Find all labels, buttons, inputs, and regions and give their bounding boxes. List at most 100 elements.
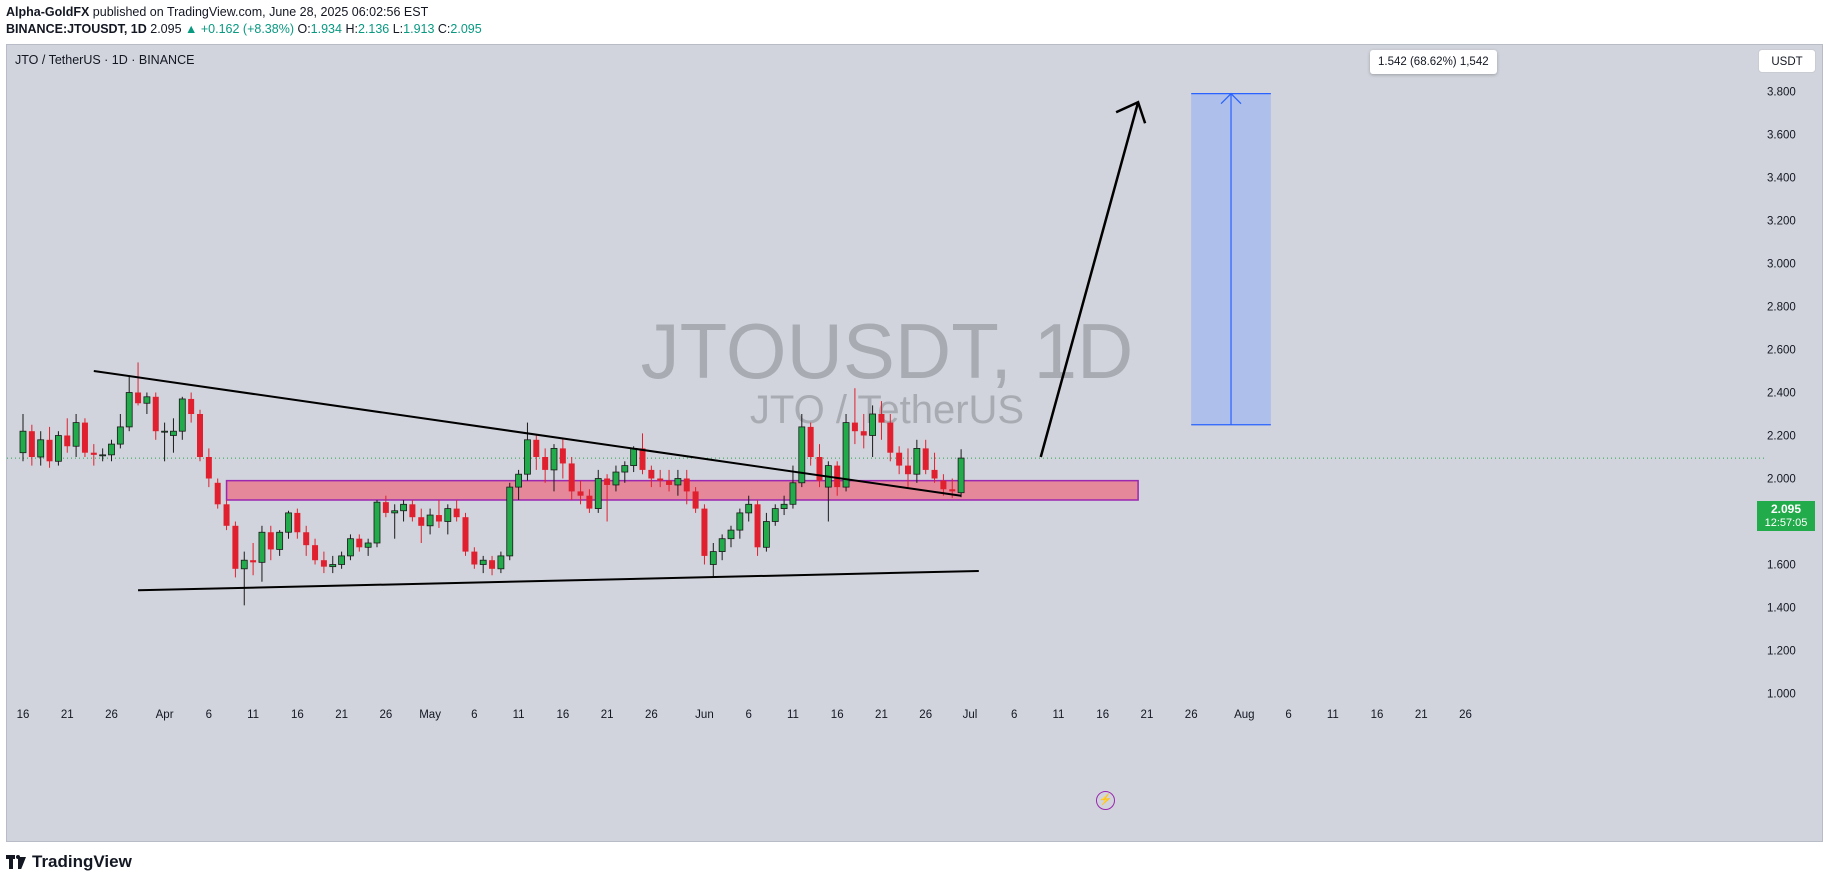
candle-up <box>798 426 806 484</box>
open-label: O: <box>297 22 311 36</box>
candle-up <box>125 392 133 428</box>
x-tick-label: 21 <box>335 709 348 721</box>
x-tick-label: 26 <box>919 709 932 721</box>
x-tick-label: 21 <box>61 709 74 721</box>
last-price: 2.095 <box>150 22 182 36</box>
x-tick-label: 11 <box>513 709 525 721</box>
y-tick-label: 3.400 <box>1767 173 1796 185</box>
x-tick-label: May <box>419 709 441 721</box>
publisher-name[interactable]: Alpha-GoldFX <box>6 5 90 19</box>
candle-up <box>170 430 177 436</box>
candle-down <box>834 465 841 488</box>
projection-arrow-line <box>1039 101 1140 458</box>
candle-up <box>524 439 531 475</box>
candle-up <box>161 430 169 433</box>
candle-down <box>135 392 142 404</box>
x-tick-label: 16 <box>1371 709 1384 721</box>
price-change: ▲ +0.162 (+8.38%) <box>185 22 294 36</box>
candle-down <box>152 396 159 432</box>
candle-down <box>896 452 903 466</box>
measure-label[interactable]: 1.542 (68.62%) 1,542 <box>1370 50 1497 74</box>
y-tick-label: 3.200 <box>1767 216 1796 228</box>
candle-up <box>789 482 797 505</box>
candle-down <box>250 560 257 563</box>
tradingview-brand[interactable]: TradingView <box>6 852 132 872</box>
x-tick-label: 6 <box>206 709 212 721</box>
x-tick-label: 6 <box>1011 709 1017 721</box>
candle-down <box>542 457 549 470</box>
x-tick-label: Apr <box>156 709 174 721</box>
candle-down <box>533 439 540 457</box>
candle-down <box>559 448 566 464</box>
publish-text: published on TradingView.com, June 28, 2… <box>89 5 429 19</box>
lightning-icon[interactable]: ⚡ <box>1096 791 1115 810</box>
candle-down <box>754 504 761 548</box>
y-tick-label: 1.400 <box>1767 603 1796 615</box>
x-tick-label: 16 <box>1096 709 1109 721</box>
candle-down <box>462 517 469 552</box>
low-label: L: <box>392 22 404 36</box>
close-label: C: <box>437 22 451 36</box>
candle-up <box>178 398 186 432</box>
watermark-title: JTOUSDT, 1D <box>641 307 1134 395</box>
candle-up <box>506 486 514 557</box>
candle-up <box>347 538 354 557</box>
candle-up <box>479 559 487 565</box>
x-tick-label: 16 <box>17 709 30 721</box>
y-tick-label: 3.000 <box>1767 259 1796 271</box>
candle-down <box>905 465 911 475</box>
candle-down <box>860 431 867 436</box>
candle-up <box>19 430 27 454</box>
candle-down <box>568 463 575 492</box>
candle-down <box>666 480 673 485</box>
x-tick-label: 21 <box>875 709 888 721</box>
candle-up <box>240 559 248 570</box>
y-tick-label: 3.600 <box>1767 130 1796 142</box>
candle-up <box>612 471 620 486</box>
high-value: 2.136 <box>357 22 390 36</box>
candle-down <box>28 431 35 457</box>
candle-up <box>780 503 788 509</box>
candle-down <box>878 414 885 423</box>
candle-down <box>46 439 53 462</box>
candle-down <box>453 508 460 518</box>
chart-symbol-title: JTO / TetherUS · 1D · BINANCE <box>15 53 195 67</box>
candle-down <box>267 532 274 550</box>
candle-up <box>745 503 753 514</box>
currency-button[interactable]: USDT <box>1758 49 1816 73</box>
x-tick-label: 16 <box>556 709 569 721</box>
candle-up <box>72 422 80 447</box>
candle-up <box>285 512 292 533</box>
bar-countdown: 12:57:05 <box>1764 517 1808 529</box>
candle-up <box>515 473 523 488</box>
candle-down <box>887 422 894 453</box>
candle-down <box>64 435 71 447</box>
y-tick-label: 2.200 <box>1767 431 1796 443</box>
candle-down <box>807 426 814 457</box>
symbol-line: BINANCE:JTOUSDT, 1D <box>6 22 147 36</box>
candle-down <box>188 398 195 414</box>
candle-down <box>471 551 478 565</box>
candle-down <box>320 560 327 567</box>
x-tick-label: 26 <box>379 709 392 721</box>
last-price-tag: 2.095 12:57:05 <box>1757 501 1815 531</box>
candle-down <box>657 478 664 481</box>
candle-down <box>409 504 416 518</box>
candle-down <box>648 469 655 479</box>
candle-up <box>842 422 850 488</box>
candle-up <box>276 531 284 550</box>
candle-down <box>701 508 708 556</box>
candle-up <box>426 514 434 527</box>
y-tick-label: 2.600 <box>1767 345 1796 357</box>
candle-down <box>294 512 301 533</box>
candle-down <box>931 469 938 479</box>
candle-down <box>816 457 823 481</box>
candle-up <box>55 435 62 462</box>
candle-down <box>356 538 363 548</box>
projection-arrowhead <box>1115 100 1147 124</box>
chart-area[interactable]: JTOUSDT, 1D JTO / TetherUS 1.000 1.200 1.400… <box>6 44 1823 842</box>
publish-info: Alpha-GoldFX published on TradingView.co… <box>6 4 428 20</box>
symbol-info: BINANCE:JTOUSDT, 1D 2.095 ▲ +0.162 (+8.3… <box>6 21 482 37</box>
candle-up <box>258 531 266 563</box>
